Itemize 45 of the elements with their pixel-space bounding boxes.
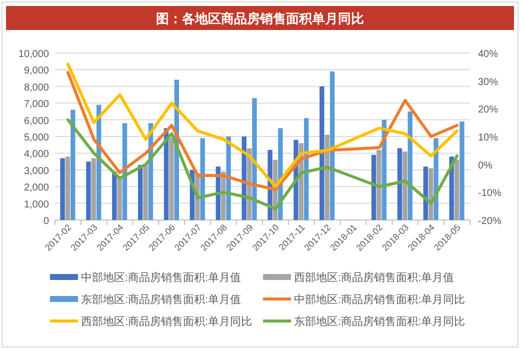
bar: [65, 156, 70, 220]
y-tick-label: 6,000: [24, 116, 50, 127]
y-tick-label: 2,000: [24, 182, 50, 194]
bar: [138, 164, 143, 220]
y2-tick-label: 20%: [478, 104, 498, 116]
y-tick-label: 1,000: [24, 199, 50, 210]
bar: [70, 110, 76, 220]
line-series: [66, 118, 459, 210]
bar: [460, 121, 464, 220]
chart-title: 图：各地区商品房销售面积单月同比: [156, 11, 364, 26]
y2-tick-label: 0%: [478, 160, 493, 172]
y-tick-label: 4,000: [24, 149, 50, 160]
bar: [252, 98, 257, 220]
legend-label: 中部地区:商品房销售面积:单月同比: [294, 293, 466, 306]
bar: [454, 160, 460, 220]
y-tick-label: 7,000: [24, 99, 50, 110]
bar: [112, 172, 117, 220]
bar: [91, 158, 96, 220]
bar: [117, 176, 122, 220]
y2-tick-label: 10%: [478, 132, 498, 144]
bar: [371, 154, 376, 220]
y-tick-label: 5,000: [24, 132, 50, 144]
bar: [330, 71, 335, 220]
y2-tick-label: 30%: [478, 76, 498, 88]
bar: [320, 86, 324, 220]
bar: [376, 150, 382, 220]
y-tick-label: 8,000: [24, 82, 50, 94]
bar: [397, 148, 402, 220]
y2-tick-label: 40%: [478, 49, 498, 60]
y2-tick-label: -20%: [478, 216, 502, 227]
bar: [169, 138, 174, 220]
y-tick-label: 9,000: [24, 66, 50, 77]
y-tick-label: 3,000: [24, 166, 50, 177]
legend-label: 东部地区:商品房销售面积:单月值: [81, 293, 242, 306]
legend-label: 西部地区:商品房销售面积:单月值: [294, 271, 454, 284]
bar: [60, 158, 65, 220]
bar: [143, 164, 148, 220]
legend-label: 中部地区:商品房销售面积:单月值: [81, 271, 242, 284]
y-tick-label: 10,000: [18, 49, 50, 60]
legend-label: 东部地区:商品房销售面积:单月同比: [294, 315, 466, 328]
legend-label: 西部地区:商品房销售面积:单月同比: [81, 315, 252, 328]
y-tick-label: 0: [43, 216, 50, 227]
bar: [402, 152, 408, 220]
bar: [86, 162, 91, 220]
y2-tick-label: -10%: [478, 188, 502, 200]
